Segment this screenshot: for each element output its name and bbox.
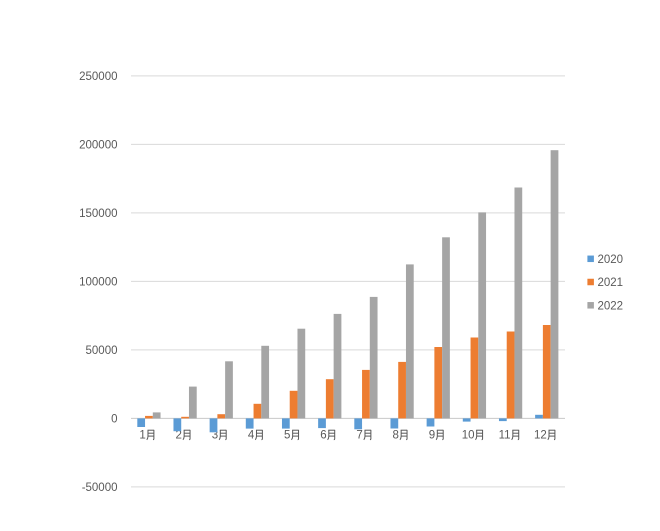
svg-text:9: 9	[429, 430, 435, 442]
svg-text:200000: 200000	[79, 139, 117, 151]
svg-text:12: 12	[534, 430, 547, 442]
svg-text:7: 7	[356, 430, 362, 442]
svg-text:8: 8	[392, 430, 398, 442]
svg-text:2021: 2021	[598, 277, 624, 289]
svg-text:11: 11	[499, 430, 511, 442]
svg-text:1: 1	[139, 430, 145, 442]
svg-text:2020: 2020	[598, 254, 624, 266]
svg-text:50000: 50000	[86, 345, 118, 357]
svg-text:4: 4	[248, 430, 255, 442]
svg-text:10: 10	[462, 430, 475, 442]
svg-text:-50000: -50000	[82, 482, 118, 494]
svg-text:0: 0	[111, 413, 117, 425]
svg-text:250000: 250000	[79, 71, 117, 83]
svg-text:100000: 100000	[79, 276, 117, 288]
svg-text:5: 5	[284, 430, 290, 442]
svg-text:2022: 2022	[598, 300, 624, 312]
svg-text:2: 2	[175, 430, 181, 442]
svg-text:150000: 150000	[79, 208, 117, 220]
svg-text:6: 6	[320, 430, 326, 442]
svg-text:3: 3	[212, 430, 218, 442]
